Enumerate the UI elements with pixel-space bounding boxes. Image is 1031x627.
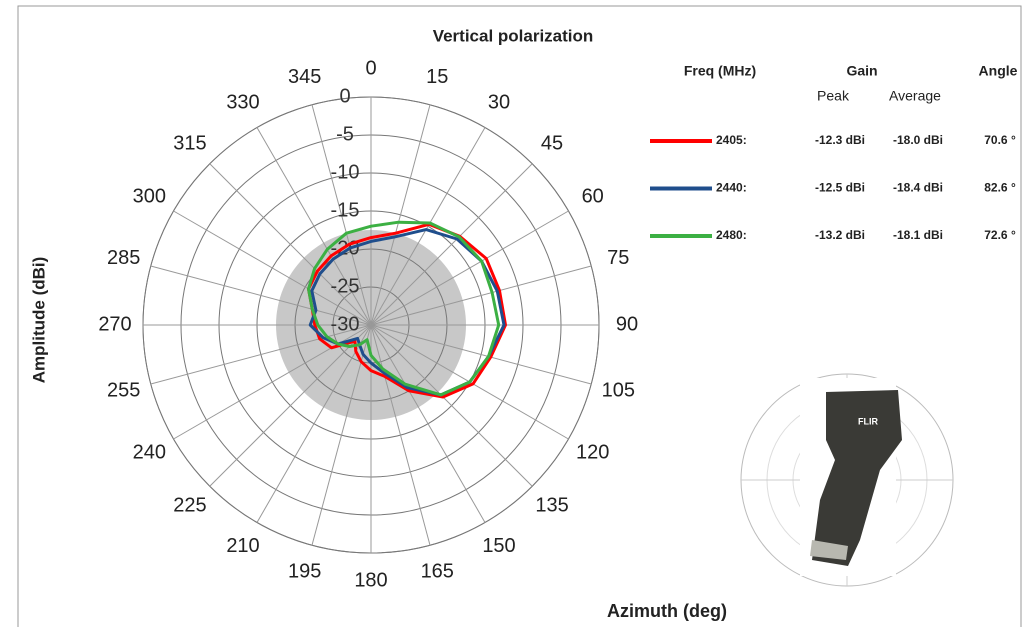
legend-subheader: Peak bbox=[817, 88, 850, 104]
theta-tick-label: 180 bbox=[354, 569, 387, 591]
legend-cell: 82.6 ° bbox=[984, 181, 1016, 195]
legend-entry: 2440: bbox=[716, 181, 747, 195]
r-tick-label: 0 bbox=[339, 85, 350, 107]
inset-label: FLIR bbox=[858, 416, 878, 426]
chart-title: Vertical polarization bbox=[433, 26, 594, 45]
spoke-grid-line bbox=[209, 163, 372, 326]
theta-tick-label: 105 bbox=[602, 380, 635, 402]
legend-header: Freq (MHz) bbox=[684, 63, 756, 79]
r-tick-label: -30 bbox=[331, 313, 360, 335]
r-tick-label: -10 bbox=[331, 161, 360, 183]
theta-tick-label: 135 bbox=[535, 494, 568, 516]
spoke-grid-line bbox=[150, 324, 372, 385]
spoke-grid-line bbox=[370, 210, 569, 326]
theta-tick-label: 330 bbox=[226, 92, 259, 114]
legend-header: Gain bbox=[846, 63, 877, 79]
inset-photo bbox=[740, 373, 954, 587]
legend-cell: -18.1 dBi bbox=[893, 228, 943, 242]
theta-tick-label: 225 bbox=[173, 494, 206, 516]
theta-tick-label: 75 bbox=[607, 247, 629, 269]
theta-tick-label: 165 bbox=[421, 561, 454, 583]
theta-tick-label: 90 bbox=[616, 313, 638, 335]
theta-tick-label: 15 bbox=[426, 66, 448, 88]
theta-tick-label: 285 bbox=[107, 247, 140, 269]
legend-cell: -18.0 dBi bbox=[893, 133, 943, 147]
theta-tick-label: 30 bbox=[488, 92, 510, 114]
spoke-grid-line bbox=[150, 265, 372, 326]
legend-header: Angle bbox=[979, 63, 1018, 79]
spoke-grid-line bbox=[173, 210, 372, 326]
spoke-grid-line bbox=[370, 324, 592, 385]
theta-tick-label: 60 bbox=[582, 185, 604, 207]
legend-cell: -18.4 dBi bbox=[893, 181, 943, 195]
legend-entry: 2405: bbox=[716, 133, 747, 147]
spoke-grid-line bbox=[256, 324, 372, 523]
theta-tick-label: 270 bbox=[98, 313, 131, 335]
spoke-grid-line bbox=[311, 104, 372, 326]
legend-cell: 70.6 ° bbox=[984, 133, 1016, 147]
series-line bbox=[307, 220, 501, 397]
theta-tick-label: 240 bbox=[133, 441, 166, 463]
spoke-grid-line bbox=[370, 127, 486, 326]
spoke-grid-line bbox=[370, 104, 431, 326]
x-axis-label: Azimuth (deg) bbox=[607, 601, 727, 621]
theta-tick-label: 45 bbox=[541, 132, 563, 154]
spoke-grid-line bbox=[209, 324, 372, 487]
r-tick-label: -25 bbox=[331, 275, 360, 297]
theta-tick-label: 300 bbox=[133, 185, 166, 207]
spoke-grid-line bbox=[370, 324, 533, 487]
theta-tick-label: 315 bbox=[173, 132, 206, 154]
spoke-grid-line bbox=[370, 163, 533, 326]
legend-cell: -12.5 dBi bbox=[815, 181, 865, 195]
legend-entry: 2480: bbox=[716, 228, 747, 242]
spoke-grid-line bbox=[370, 324, 486, 523]
legend-cell: -12.3 dBi bbox=[815, 133, 865, 147]
spoke-grid-line bbox=[370, 265, 592, 326]
theta-tick-label: 120 bbox=[576, 441, 609, 463]
y-axis-label: Amplitude (dBi) bbox=[29, 257, 48, 384]
theta-tick-label: 210 bbox=[226, 535, 259, 557]
spoke-grid-line bbox=[370, 324, 431, 546]
theta-tick-label: 150 bbox=[482, 535, 515, 557]
r-tick-label: -15 bbox=[331, 199, 360, 221]
legend-cell: -13.2 dBi bbox=[815, 228, 865, 242]
r-tick-label: -5 bbox=[336, 123, 354, 145]
theta-tick-label: 0 bbox=[365, 57, 376, 79]
theta-tick-label: 255 bbox=[107, 380, 140, 402]
theta-tick-label: 345 bbox=[288, 66, 321, 88]
spoke-grid-line bbox=[256, 127, 372, 326]
theta-tick-label: 195 bbox=[288, 561, 321, 583]
legend-cell: 72.6 ° bbox=[984, 228, 1016, 242]
legend-subheader: Average bbox=[889, 88, 941, 104]
